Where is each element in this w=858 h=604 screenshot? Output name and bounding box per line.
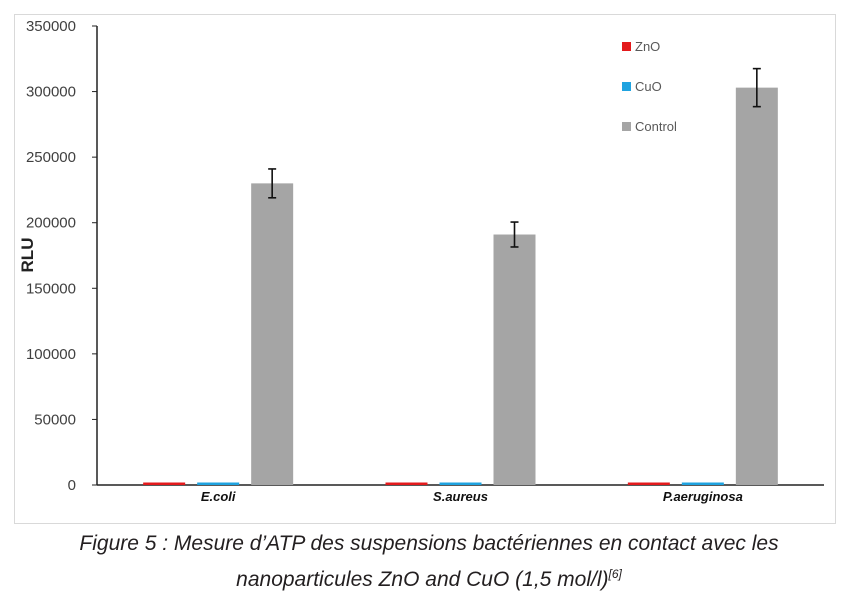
chart-frame (14, 14, 836, 524)
figure-caption: Figure 5 : Mesure d’ATP des suspensions … (0, 528, 858, 595)
legend-swatch-cuo (622, 82, 631, 91)
bar-control-p-aeruginosa (735, 87, 778, 485)
y-tick-label: 350000 (26, 18, 76, 35)
legend-label-zno: ZnO (635, 39, 660, 54)
bar-cuo-s-aureus (439, 482, 482, 485)
y-tick-label: 300000 (26, 84, 76, 101)
bar-cuo-p-aeruginosa (681, 482, 724, 485)
caption-line-2: nanoparticules ZnO and CuO (1,5 mol/l) (236, 568, 609, 591)
bar-zno-s-aureus (385, 482, 428, 485)
caption-reference: [6] (608, 567, 622, 581)
x-category-label: S.aureus (433, 489, 488, 504)
y-tick-label: 50000 (34, 411, 76, 428)
y-axis-label: RLU (18, 238, 37, 273)
legend-swatch-zno (622, 42, 631, 51)
caption-line-1: Figure 5 : Mesure d’ATP des suspensions … (79, 532, 779, 555)
legend-label-control: Control (635, 119, 677, 134)
y-tick-label: 100000 (26, 346, 76, 363)
legend-label-cuo: CuO (635, 79, 662, 94)
y-tick-label: 200000 (26, 215, 76, 232)
legend-swatch-control (622, 122, 631, 131)
y-tick-label: 150000 (26, 280, 76, 297)
bar-zno-p-aeruginosa (627, 482, 670, 485)
y-tick-label: 0 (68, 477, 76, 494)
bar-control-e-coli (251, 183, 294, 485)
bar-zno-e-coli (143, 482, 186, 485)
bar-cuo-e-coli (197, 482, 240, 485)
y-tick-label: 250000 (26, 149, 76, 166)
bar-control-s-aureus (493, 234, 536, 485)
x-category-label: P.aeruginosa (663, 489, 743, 504)
x-category-label: E.coli (201, 489, 236, 504)
